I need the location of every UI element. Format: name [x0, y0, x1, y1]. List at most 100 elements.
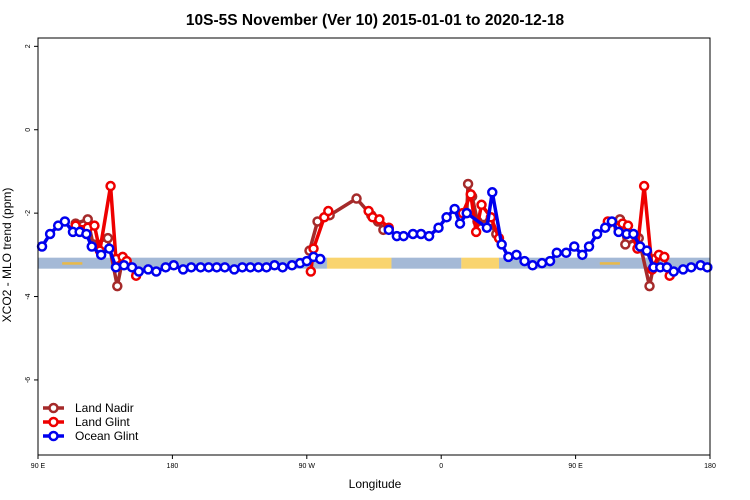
data-point — [36, 241, 48, 252]
data-point — [544, 255, 556, 267]
chart-title: 10S-5S November (Ver 10) 2015-01-01 to 2… — [186, 12, 565, 29]
data-point — [606, 216, 618, 227]
data-point — [151, 266, 162, 277]
legend-label-ocean-glint: Ocean Glint — [75, 429, 139, 443]
band-segment-ocean — [391, 257, 462, 269]
data-point — [577, 249, 588, 261]
data-point — [503, 251, 514, 263]
data-point — [462, 178, 474, 190]
y-axis-title: XCO2 - MLO trend (ppm) — [0, 188, 14, 323]
data-point — [433, 222, 444, 233]
data-point — [622, 220, 634, 231]
data-point — [102, 232, 114, 244]
data-point — [415, 228, 427, 240]
data-point — [351, 193, 362, 204]
data-point — [245, 262, 256, 273]
band-island — [62, 262, 83, 265]
data-point — [81, 228, 92, 240]
data-point — [511, 249, 522, 261]
data-point — [95, 249, 107, 261]
data-point — [641, 245, 653, 256]
data-point — [383, 224, 395, 236]
data-point — [286, 260, 298, 271]
data-point — [620, 239, 631, 250]
data-point — [103, 243, 115, 254]
data-point — [449, 203, 460, 215]
data-point — [398, 230, 409, 242]
data-point — [160, 262, 171, 273]
x-tick-label: 180 — [167, 463, 179, 470]
data-point — [496, 239, 507, 250]
data-point — [105, 180, 116, 192]
band-island — [599, 262, 620, 265]
data-point — [89, 220, 100, 231]
y-tick-label: -4 — [25, 293, 32, 299]
legend-label-land-glint: Land Glint — [75, 415, 130, 429]
data-point — [195, 262, 206, 273]
y-tick-label: -2 — [25, 210, 32, 216]
x-tick-label: 90 W — [299, 463, 316, 470]
band-segment-ocean — [38, 257, 327, 269]
data-point — [323, 205, 334, 217]
surface-band — [38, 257, 710, 269]
y-tick-label: -6 — [25, 377, 32, 383]
data-point — [476, 199, 487, 211]
x-tick-label: 180 — [704, 463, 716, 470]
legend-item-land-glint: Land Glint — [43, 415, 130, 429]
y-tick-label: 0 — [25, 128, 32, 132]
data-point — [253, 262, 264, 273]
legend-item-ocean-glint: Ocean Glint — [43, 429, 139, 443]
data-point — [142, 264, 154, 275]
data-point — [702, 262, 713, 273]
data-point — [110, 262, 122, 273]
data-point — [638, 180, 650, 192]
data-point — [685, 262, 697, 273]
data-point — [487, 187, 498, 198]
plot-frame — [37, 37, 711, 456]
data-point — [441, 212, 452, 223]
data-point — [118, 260, 130, 271]
data-point — [613, 226, 624, 238]
data-point — [569, 241, 580, 252]
x-axis-title: Longitude — [349, 477, 402, 491]
data-point — [269, 260, 280, 271]
band-segment-land — [326, 257, 392, 269]
data-point — [308, 243, 319, 254]
data-point — [551, 247, 563, 259]
data-point — [644, 280, 655, 292]
data-point — [519, 255, 530, 267]
axes: 90 E 180 90 W 0 90 E 180 2 0 -2 -4 -6 — [25, 44, 716, 470]
y-tick-label: 2 — [25, 44, 32, 48]
data-point — [461, 207, 472, 219]
data-point — [407, 228, 419, 240]
data-point — [591, 228, 603, 240]
x-tick-label: 90 E — [568, 463, 583, 470]
data-point — [228, 264, 240, 275]
legend-item-land-nadir: Land Nadir — [43, 401, 134, 415]
data-point — [86, 241, 98, 252]
data-point — [237, 262, 248, 273]
data-point — [185, 262, 197, 273]
data-point — [277, 262, 288, 273]
data-point — [374, 214, 385, 225]
data-point — [536, 257, 548, 269]
data-point — [628, 228, 639, 240]
data-point — [481, 222, 493, 233]
data-point — [470, 226, 482, 238]
data-point — [203, 262, 214, 273]
data-point — [465, 189, 477, 200]
data-point — [314, 253, 326, 265]
data-point — [59, 216, 71, 227]
series-ocean-glint — [36, 187, 713, 277]
data-point — [177, 264, 189, 275]
data-point — [423, 230, 435, 242]
legend: Land Nadir Land Glint Ocean Glint — [43, 401, 139, 443]
legend-label-land-nadir: Land Nadir — [75, 401, 134, 415]
data-point — [583, 241, 595, 252]
data-point — [305, 266, 317, 277]
data-point — [599, 222, 611, 233]
x-tick-label: 90 E — [31, 463, 46, 470]
data-point — [668, 266, 679, 277]
data-point — [133, 266, 145, 277]
